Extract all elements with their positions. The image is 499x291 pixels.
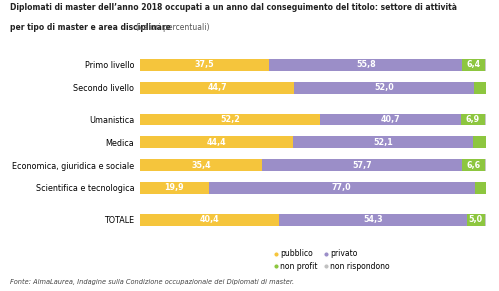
Text: 54,3: 54,3 xyxy=(364,215,383,224)
Bar xyxy=(293,136,474,148)
Text: 40,7: 40,7 xyxy=(381,115,400,124)
Text: (valori percentuali): (valori percentuali) xyxy=(137,23,210,32)
Bar xyxy=(269,59,463,71)
Bar xyxy=(262,159,462,171)
Text: 52,1: 52,1 xyxy=(373,138,393,147)
Bar xyxy=(294,82,474,93)
Text: 52,2: 52,2 xyxy=(220,115,240,124)
Bar xyxy=(485,214,486,226)
Bar xyxy=(461,113,485,125)
Text: 55,8: 55,8 xyxy=(356,60,376,69)
Bar xyxy=(485,59,486,71)
Text: 77,0: 77,0 xyxy=(332,183,351,192)
Text: 19,9: 19,9 xyxy=(164,183,184,192)
Bar xyxy=(140,113,320,125)
Text: 37,5: 37,5 xyxy=(195,60,215,69)
Bar xyxy=(467,214,485,226)
Bar xyxy=(320,113,461,125)
Text: 44,7: 44,7 xyxy=(207,83,227,92)
Text: Fonte: AlmaLaurea, Indagine sulla Condizione occupazionale dei Diplomati di mast: Fonte: AlmaLaurea, Indagine sulla Condiz… xyxy=(10,279,294,285)
Text: 6,6: 6,6 xyxy=(466,161,480,170)
Text: 5,0: 5,0 xyxy=(469,215,483,224)
Bar xyxy=(475,182,486,194)
Bar xyxy=(474,136,486,148)
Bar xyxy=(463,59,485,71)
Text: 6,9: 6,9 xyxy=(466,115,480,124)
Bar xyxy=(279,214,467,226)
Text: 40,4: 40,4 xyxy=(200,215,220,224)
Text: 52,0: 52,0 xyxy=(374,83,394,92)
Bar xyxy=(140,82,294,93)
Bar xyxy=(485,159,486,171)
Text: per tipo di master e area disciplinare: per tipo di master e area disciplinare xyxy=(10,23,174,32)
Text: Diplomati di master dell’anno 2018 occupati a un anno dal conseguimento del tito: Diplomati di master dell’anno 2018 occup… xyxy=(10,3,457,12)
Bar xyxy=(485,113,486,125)
Bar xyxy=(462,159,485,171)
Bar xyxy=(140,182,209,194)
Bar xyxy=(209,182,475,194)
Bar xyxy=(140,59,269,71)
Text: 6,4: 6,4 xyxy=(467,60,481,69)
Bar xyxy=(474,82,486,93)
Legend: pubblico, non profit, privato, non rispondono: pubblico, non profit, privato, non rispo… xyxy=(274,249,390,271)
Text: 44,4: 44,4 xyxy=(207,138,227,147)
Bar xyxy=(140,214,279,226)
Bar xyxy=(140,159,262,171)
Text: 57,7: 57,7 xyxy=(352,161,372,170)
Bar xyxy=(140,136,293,148)
Text: 35,4: 35,4 xyxy=(191,161,211,170)
